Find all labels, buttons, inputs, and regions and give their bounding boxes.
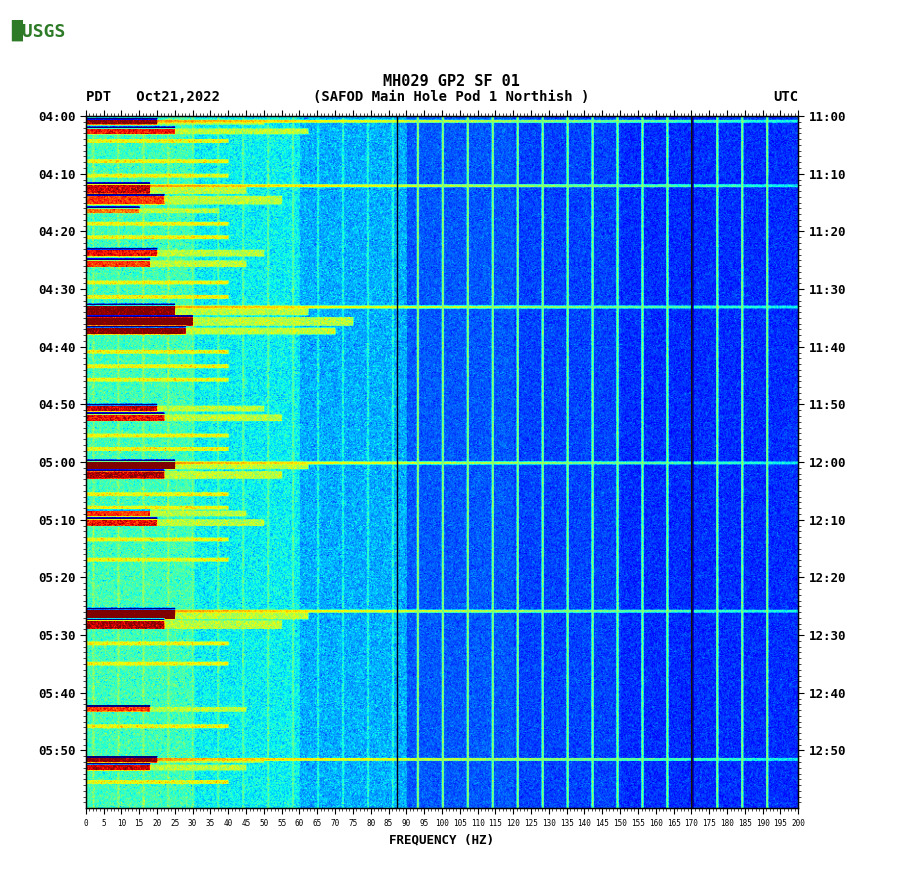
Text: PDT   Oct21,2022: PDT Oct21,2022 xyxy=(86,90,220,104)
Text: █USGS: █USGS xyxy=(11,20,65,41)
X-axis label: FREQUENCY (HZ): FREQUENCY (HZ) xyxy=(390,833,494,847)
Text: MH029 GP2 SF 01: MH029 GP2 SF 01 xyxy=(382,74,520,89)
Text: UTC: UTC xyxy=(773,90,798,104)
Text: (SAFOD Main Hole Pod 1 Northish ): (SAFOD Main Hole Pod 1 Northish ) xyxy=(313,90,589,104)
